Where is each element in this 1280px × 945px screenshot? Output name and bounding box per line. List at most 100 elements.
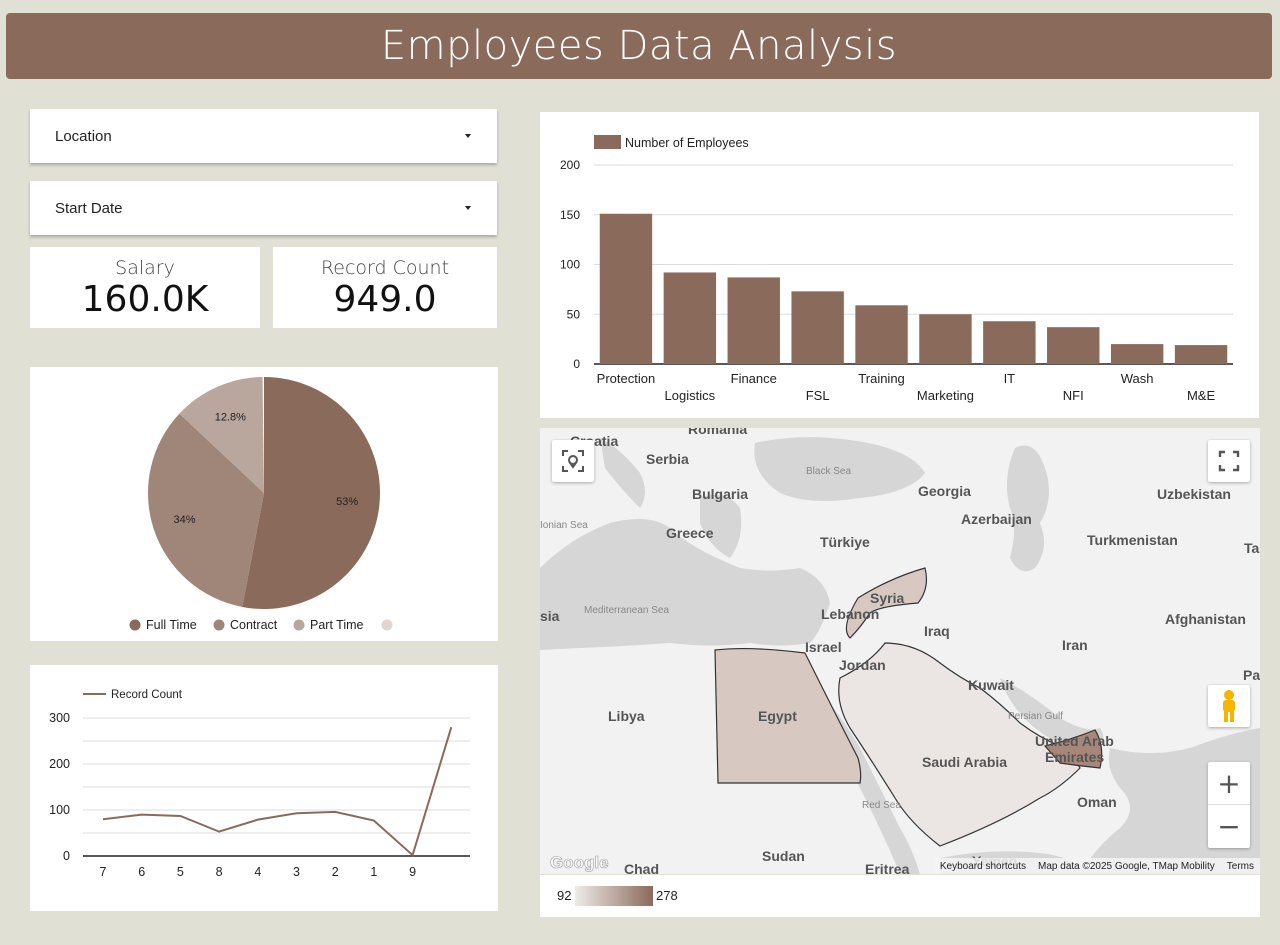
salary-value: 160.0K bbox=[81, 279, 209, 320]
x-tick-label: IT bbox=[1004, 371, 1016, 386]
map-canvas[interactable]: Croatia Romania Serbia Georgia Uzbekista… bbox=[540, 428, 1260, 874]
scale-min: 92 bbox=[557, 888, 572, 903]
map-label: Black Sea bbox=[806, 466, 851, 477]
map-label: Georgia bbox=[918, 483, 971, 499]
map-label: Afghanistan bbox=[1165, 611, 1246, 627]
map-label: Syria bbox=[870, 590, 904, 606]
map-label: Eritrea bbox=[865, 861, 910, 874]
zoom-in-button[interactable]: + bbox=[1208, 762, 1250, 805]
pie-slice-label: 53% bbox=[336, 496, 358, 508]
map-label: Jordan bbox=[839, 657, 886, 673]
map-label: Egypt bbox=[758, 708, 797, 724]
x-tick-label: Marketing bbox=[917, 388, 974, 403]
x-tick-label: Finance bbox=[731, 371, 777, 386]
x-tick-label: Logistics bbox=[665, 388, 716, 403]
start-date-dropdown-label: Start Date bbox=[55, 199, 123, 217]
map-label: Uzbekistan bbox=[1157, 486, 1231, 502]
map-label: Ionian Sea bbox=[540, 520, 588, 531]
x-tick-label: M&E bbox=[1187, 388, 1216, 403]
map-label: Saudi Arabia bbox=[922, 754, 1007, 770]
map-label: sia bbox=[540, 608, 560, 624]
bar bbox=[599, 213, 653, 364]
geo-map[interactable]: Croatia Romania Serbia Georgia Uzbekista… bbox=[540, 428, 1260, 874]
map-label: Lebanon bbox=[821, 606, 879, 622]
map-label: Ta bbox=[1244, 540, 1260, 556]
x-tick-label: 5 bbox=[177, 865, 184, 879]
employees-by-department-bar-chart: 0 50 100 150 200 Protection Logistics Finance FS… bbox=[560, 135, 1233, 403]
map-label: Persian Gulf bbox=[1008, 711, 1063, 722]
terms-link[interactable]: Terms bbox=[1226, 860, 1254, 872]
map-attribution: Keyboard shortcuts Map data ©2025 Google… bbox=[933, 858, 1260, 874]
map-data-text: Map data ©2025 Google, TMap Mobility bbox=[1038, 860, 1215, 872]
fullscreen-button[interactable] bbox=[1208, 440, 1250, 482]
zoom-out-button[interactable]: − bbox=[1217, 810, 1241, 843]
legend-dot bbox=[213, 619, 225, 631]
pie-slice-label: 34% bbox=[174, 514, 196, 526]
y-tick-label: 200 bbox=[49, 757, 70, 771]
map-label: Chad bbox=[624, 861, 659, 874]
legend-dot bbox=[293, 619, 305, 631]
bar bbox=[1174, 345, 1228, 364]
legend-label: Full Time bbox=[146, 618, 197, 632]
bar bbox=[855, 305, 908, 364]
pegman-icon bbox=[1223, 690, 1235, 722]
y-tick-label: 100 bbox=[560, 258, 580, 272]
bar bbox=[1047, 327, 1100, 364]
map-label: Serbia bbox=[646, 451, 689, 467]
y-tick-label: 150 bbox=[560, 208, 580, 222]
street-view-button[interactable] bbox=[1208, 685, 1250, 727]
x-tick-label: Wash bbox=[1121, 371, 1154, 386]
record-count-scorecard: Record Count 949.0 bbox=[273, 247, 497, 328]
location-dropdown[interactable]: Location bbox=[30, 109, 497, 163]
map-label: Türkiye bbox=[820, 534, 870, 550]
employment-type-pie-chart: 53% 34% 12.8% Full Time Contract Part Time bbox=[129, 377, 393, 632]
y-tick-label: 0 bbox=[63, 849, 70, 863]
page-title: Employees Data Analysis bbox=[380, 23, 898, 69]
x-tick-label: NFI bbox=[1063, 388, 1084, 403]
map-label: Iran bbox=[1062, 637, 1088, 653]
legend-label: Record Count bbox=[111, 689, 183, 701]
bar bbox=[727, 277, 780, 364]
bar bbox=[663, 272, 717, 364]
fullscreen-icon bbox=[1218, 450, 1240, 472]
legend-dot bbox=[129, 619, 141, 631]
legend-label: Number of Employees bbox=[625, 136, 749, 150]
scale-max: 278 bbox=[656, 888, 678, 903]
x-tick-label: 8 bbox=[216, 865, 223, 879]
map-label: Israel bbox=[805, 639, 842, 655]
map-label: Sudan bbox=[762, 848, 805, 864]
location-pin-button[interactable] bbox=[552, 440, 594, 482]
start-date-dropdown[interactable]: Start Date bbox=[30, 181, 497, 235]
bar bbox=[919, 314, 972, 364]
map-label: Emirates bbox=[1045, 749, 1104, 765]
record-count-line-card: 0 100 200 300 7 6 5 8 4 3 2 1 9 Record Count bbox=[30, 665, 498, 911]
pie-slice bbox=[242, 377, 381, 609]
x-tick-label: 9 bbox=[409, 865, 416, 879]
legend-swatch bbox=[594, 135, 621, 149]
map-label: Kuwait bbox=[968, 677, 1014, 693]
map-label: Azerbaijan bbox=[961, 511, 1032, 527]
map-label: Greece bbox=[666, 525, 714, 541]
x-tick-label: 4 bbox=[254, 865, 261, 879]
y-tick-label: 200 bbox=[560, 158, 580, 172]
x-tick-label: 7 bbox=[100, 865, 107, 879]
x-tick-label: 2 bbox=[332, 865, 339, 879]
map-label: Mediterranean Sea bbox=[584, 605, 669, 616]
pie-slice-label: 12.8% bbox=[215, 412, 246, 424]
map-label: Paki bbox=[1243, 667, 1260, 683]
pie-slice bbox=[179, 377, 264, 493]
legend-label: Part Time bbox=[310, 618, 364, 632]
map-label: Turkmenistan bbox=[1087, 532, 1178, 548]
keyboard-shortcuts-link[interactable]: Keyboard shortcuts bbox=[939, 860, 1027, 872]
map-label: Oman bbox=[1077, 794, 1117, 810]
employees-by-department-card: 0 50 100 150 200 Protection Logistics Finance FS… bbox=[540, 112, 1259, 418]
bar bbox=[1110, 344, 1164, 364]
x-tick-label: FSL bbox=[806, 388, 830, 403]
record-count-label: Record Count bbox=[320, 257, 450, 279]
bar bbox=[983, 321, 1036, 364]
record-count-line-chart: 0 100 200 300 7 6 5 8 4 3 2 1 9 Record Count bbox=[49, 689, 470, 879]
y-tick-label: 0 bbox=[573, 357, 580, 371]
map-label: Bulgaria bbox=[692, 486, 748, 502]
location-dropdown-label: Location bbox=[55, 127, 112, 145]
map-color-scale: 92 278 bbox=[540, 875, 1260, 917]
